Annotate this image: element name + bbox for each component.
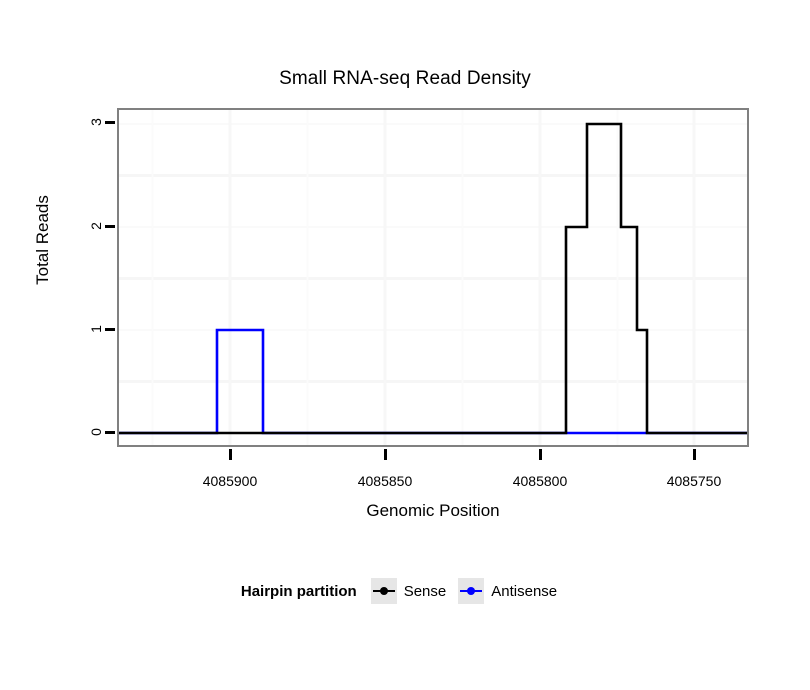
- legend-title: Hairpin partition: [240, 582, 357, 600]
- y-tick-mark-2: [105, 225, 115, 228]
- legend-label-sense: Sense: [403, 582, 447, 600]
- y-tick-label-1: 1: [88, 325, 104, 333]
- line-point-key-icon: [458, 578, 485, 604]
- x-tick-mark-4085800: [539, 449, 542, 460]
- y-tick-label-3: 3: [88, 118, 104, 126]
- x-tick-mark-4085850: [384, 449, 387, 460]
- series-sense-line: [119, 122, 747, 435]
- x-tick-label-4085900: 4085900: [202, 473, 258, 489]
- y-tick-mark-1: [105, 328, 115, 331]
- legend: Hairpin partition Sense Antisense: [0, 578, 810, 604]
- legend-entry-antisense[interactable]: Antisense: [458, 578, 557, 604]
- y-tick-mark-3: [105, 121, 115, 124]
- gridlines-minor-horizontal: [119, 174, 747, 383]
- y-axis-title: Total Reads: [33, 195, 52, 285]
- series-antisense-line: [119, 328, 747, 435]
- y-tick-label-0: 0: [88, 428, 104, 436]
- x-tick-label-4085750: 4085750: [666, 473, 722, 489]
- x-tick-label-4085800: 4085800: [512, 473, 568, 489]
- x-tick-mark-4085750: [693, 449, 696, 460]
- x-tick-label-4085850: 4085850: [357, 473, 413, 489]
- x-axis-title: Genomic Position: [366, 501, 500, 520]
- plot-area: [119, 110, 747, 445]
- gridlines-major-vertical: [228, 110, 696, 445]
- x-tick-mark-4085900: [229, 449, 232, 460]
- y-tick-mark-0: [105, 431, 115, 434]
- y-tick-label-2: 2: [88, 222, 104, 230]
- plot-svg: [119, 110, 747, 445]
- legend-label-antisense: Antisense: [491, 582, 558, 600]
- legend-entry-sense[interactable]: Sense: [370, 578, 447, 604]
- plot-panel: [117, 108, 749, 447]
- chart-title: Small RNA-seq Read Density: [279, 68, 531, 89]
- line-point-key-icon: [370, 578, 397, 604]
- gridlines-minor-vertical: [151, 110, 619, 445]
